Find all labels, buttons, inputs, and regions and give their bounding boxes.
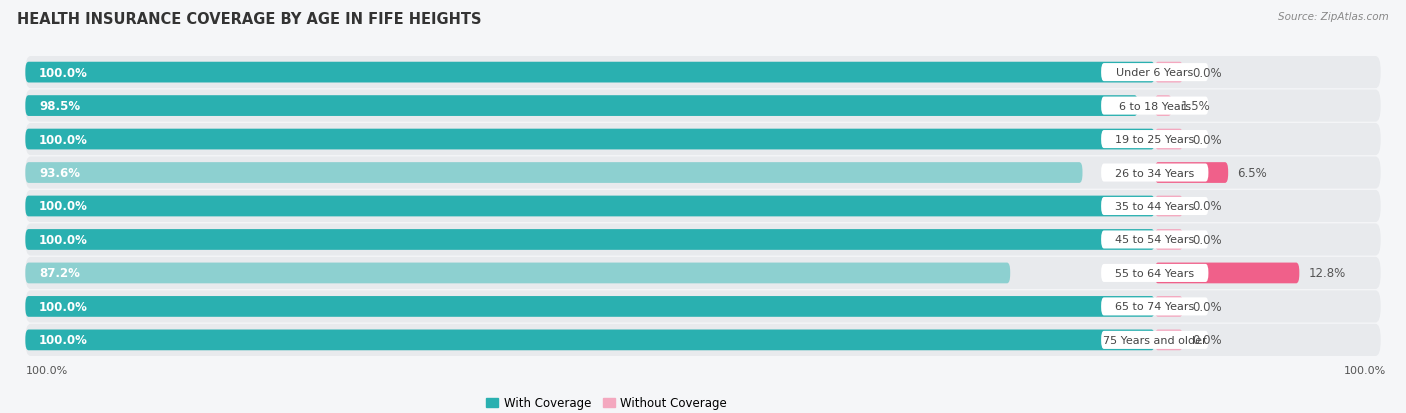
Text: HEALTH INSURANCE COVERAGE BY AGE IN FIFE HEIGHTS: HEALTH INSURANCE COVERAGE BY AGE IN FIFE…: [17, 12, 481, 27]
FancyBboxPatch shape: [1154, 63, 1182, 83]
Text: 19 to 25 Years: 19 to 25 Years: [1115, 135, 1194, 145]
FancyBboxPatch shape: [1154, 330, 1182, 350]
FancyBboxPatch shape: [1101, 197, 1208, 216]
FancyBboxPatch shape: [25, 163, 1083, 183]
FancyBboxPatch shape: [1154, 163, 1229, 183]
FancyBboxPatch shape: [25, 230, 1154, 250]
Text: 87.2%: 87.2%: [39, 267, 80, 280]
Text: 75 Years and older: 75 Years and older: [1102, 335, 1206, 345]
FancyBboxPatch shape: [1101, 64, 1208, 82]
FancyBboxPatch shape: [25, 296, 1154, 317]
FancyBboxPatch shape: [25, 96, 1137, 117]
Text: 100.0%: 100.0%: [39, 233, 87, 247]
Text: 12.8%: 12.8%: [1309, 267, 1346, 280]
Text: 26 to 34 Years: 26 to 34 Years: [1115, 168, 1194, 178]
FancyBboxPatch shape: [1154, 196, 1182, 217]
Text: 35 to 44 Years: 35 to 44 Years: [1115, 202, 1194, 211]
FancyBboxPatch shape: [1101, 164, 1208, 182]
FancyBboxPatch shape: [25, 190, 1381, 223]
Text: 45 to 54 Years: 45 to 54 Years: [1115, 235, 1194, 245]
FancyBboxPatch shape: [25, 224, 1381, 256]
FancyBboxPatch shape: [25, 57, 1381, 89]
FancyBboxPatch shape: [1101, 131, 1208, 149]
FancyBboxPatch shape: [1101, 331, 1208, 349]
Text: Source: ZipAtlas.com: Source: ZipAtlas.com: [1278, 12, 1389, 22]
Text: 100.0%: 100.0%: [39, 200, 87, 213]
FancyBboxPatch shape: [25, 196, 1154, 217]
FancyBboxPatch shape: [25, 90, 1381, 122]
FancyBboxPatch shape: [1101, 231, 1208, 249]
Text: 100.0%: 100.0%: [39, 66, 87, 79]
Text: 100.0%: 100.0%: [39, 300, 87, 313]
FancyBboxPatch shape: [1154, 263, 1299, 284]
Text: 100.0%: 100.0%: [39, 133, 87, 146]
Text: 0.0%: 0.0%: [1192, 133, 1222, 146]
Text: 0.0%: 0.0%: [1192, 66, 1222, 79]
FancyBboxPatch shape: [25, 324, 1381, 356]
Text: 1.5%: 1.5%: [1181, 100, 1211, 113]
FancyBboxPatch shape: [25, 157, 1381, 189]
Text: 93.6%: 93.6%: [39, 166, 80, 180]
Legend: With Coverage, Without Coverage: With Coverage, Without Coverage: [481, 392, 733, 413]
Text: 0.0%: 0.0%: [1192, 334, 1222, 347]
FancyBboxPatch shape: [25, 263, 1010, 284]
Text: 6 to 18 Years: 6 to 18 Years: [1119, 101, 1191, 112]
FancyBboxPatch shape: [25, 63, 1154, 83]
Text: 0.0%: 0.0%: [1192, 200, 1222, 213]
Text: 100.0%: 100.0%: [25, 365, 67, 375]
FancyBboxPatch shape: [1154, 296, 1182, 317]
Text: 0.0%: 0.0%: [1192, 233, 1222, 247]
FancyBboxPatch shape: [25, 123, 1381, 156]
Text: 100.0%: 100.0%: [39, 334, 87, 347]
FancyBboxPatch shape: [1154, 129, 1182, 150]
Text: 98.5%: 98.5%: [39, 100, 80, 113]
FancyBboxPatch shape: [25, 291, 1381, 323]
FancyBboxPatch shape: [25, 257, 1381, 290]
Text: 0.0%: 0.0%: [1192, 300, 1222, 313]
Text: 55 to 64 Years: 55 to 64 Years: [1115, 268, 1194, 278]
Text: 65 to 74 Years: 65 to 74 Years: [1115, 301, 1194, 312]
Text: 6.5%: 6.5%: [1237, 166, 1267, 180]
FancyBboxPatch shape: [25, 330, 1154, 350]
Text: 100.0%: 100.0%: [1344, 365, 1386, 375]
FancyBboxPatch shape: [1101, 97, 1208, 115]
FancyBboxPatch shape: [1101, 264, 1208, 282]
FancyBboxPatch shape: [1154, 96, 1171, 117]
FancyBboxPatch shape: [1101, 298, 1208, 316]
FancyBboxPatch shape: [25, 129, 1154, 150]
FancyBboxPatch shape: [1154, 230, 1182, 250]
Text: Under 6 Years: Under 6 Years: [1116, 68, 1194, 78]
